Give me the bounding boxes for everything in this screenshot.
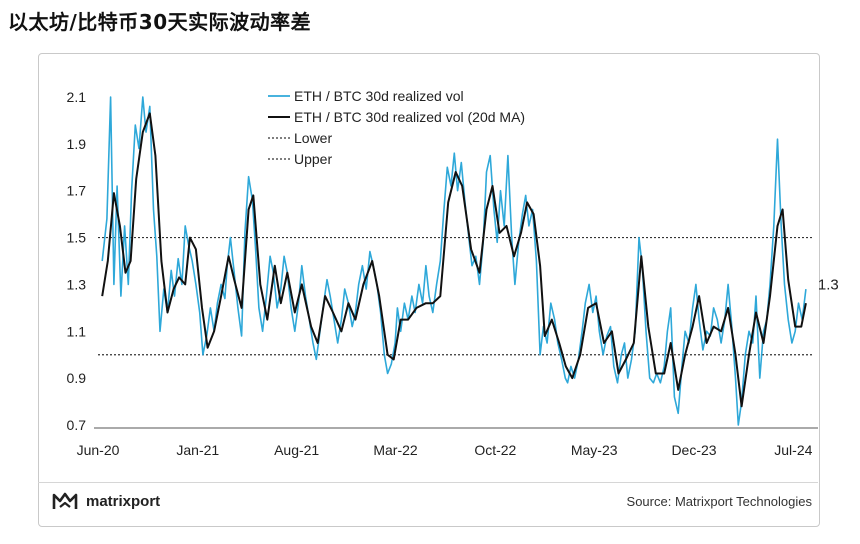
series-line-raw: [101, 96, 807, 426]
y-axis-ticks: 2.1 1.9 1.7 1.5 1.3 1.1 0.9 0.7: [67, 89, 87, 433]
series-layer: [101, 96, 807, 426]
y-tick-label: 0.9: [67, 370, 87, 386]
legend-label: Upper: [294, 151, 332, 167]
end-value-label: 1.3: [818, 276, 839, 293]
brand-name: matrixport: [86, 492, 161, 510]
x-tick-label: Mar-22: [373, 442, 418, 458]
series-line-ma: [101, 112, 807, 408]
source-note: Source: Matrixport Technologies: [626, 494, 812, 509]
legend-label: ETH / BTC 30d realized vol: [294, 88, 464, 104]
x-tick-label: Oct-22: [474, 442, 516, 458]
x-tick-label: Jul-24: [774, 442, 812, 458]
y-tick-label: 2.1: [67, 89, 87, 105]
x-tick-label: May-23: [571, 442, 618, 458]
y-tick-label: 1.5: [67, 230, 87, 246]
x-tick-label: Dec-23: [671, 442, 716, 458]
x-tick-label: Jan-21: [176, 442, 219, 458]
x-axis-ticks: Jun-20 Jan-21 Aug-21 Mar-22 Oct-22 May-23 Dec-…: [77, 442, 813, 458]
y-tick-label: 1.9: [67, 136, 87, 152]
matrixport-logo-icon: [52, 492, 78, 509]
brand: matrixport: [52, 491, 160, 511]
y-tick-label: 1.7: [67, 183, 87, 199]
y-tick-label: 1.1: [67, 323, 87, 339]
footer-divider: [38, 482, 818, 483]
y-tick-label: 0.7: [67, 417, 87, 433]
reference-lines: [98, 236, 812, 356]
page-title: 以太坊/比特币30天实际波动率差: [8, 10, 312, 34]
legend-label: ETH / BTC 30d realized vol (20d MA): [294, 109, 525, 125]
x-tick-label: Jun-20: [77, 442, 120, 458]
y-tick-label: 1.3: [67, 276, 87, 292]
legend: ETH / BTC 30d realized vol ETH / BTC 30d …: [268, 88, 525, 167]
x-tick-label: Aug-21: [274, 442, 319, 458]
legend-label: Lower: [294, 130, 332, 146]
